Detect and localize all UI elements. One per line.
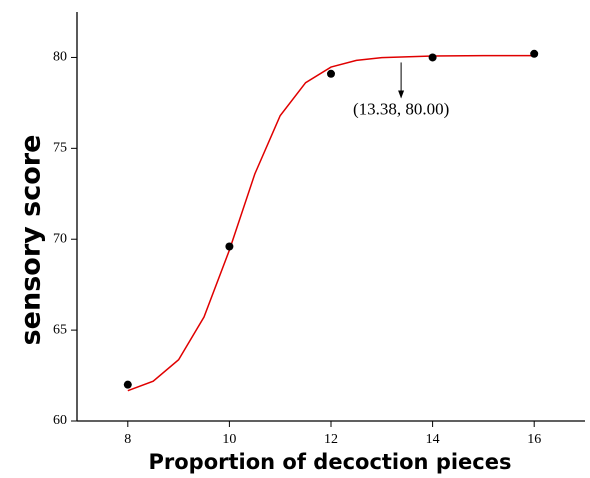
y-tick-label: 70 xyxy=(53,231,67,246)
x-axis-label: Proportion of decoction pieces xyxy=(149,450,512,474)
y-axis-label: sensory score xyxy=(16,135,47,346)
y-tick-label: 65 xyxy=(53,322,67,337)
annotation-text: (13.38, 80.00) xyxy=(353,99,449,118)
data-point xyxy=(428,53,437,62)
data-point xyxy=(225,242,234,251)
y-tick-label: 75 xyxy=(53,141,67,156)
fit-curve xyxy=(127,54,535,392)
data-point xyxy=(123,380,132,389)
x-tick-label: 12 xyxy=(324,432,338,447)
x-tick-label: 14 xyxy=(426,432,440,447)
x-tick-label: 16 xyxy=(527,432,541,447)
y-tick-label: 60 xyxy=(53,413,67,428)
data-point xyxy=(327,69,335,78)
x-tick-label: 8 xyxy=(124,432,131,447)
y-tick-label: 80 xyxy=(53,50,67,65)
arrow-head xyxy=(398,90,405,99)
x-tick-label: 10 xyxy=(222,432,236,447)
data-point xyxy=(530,49,539,58)
